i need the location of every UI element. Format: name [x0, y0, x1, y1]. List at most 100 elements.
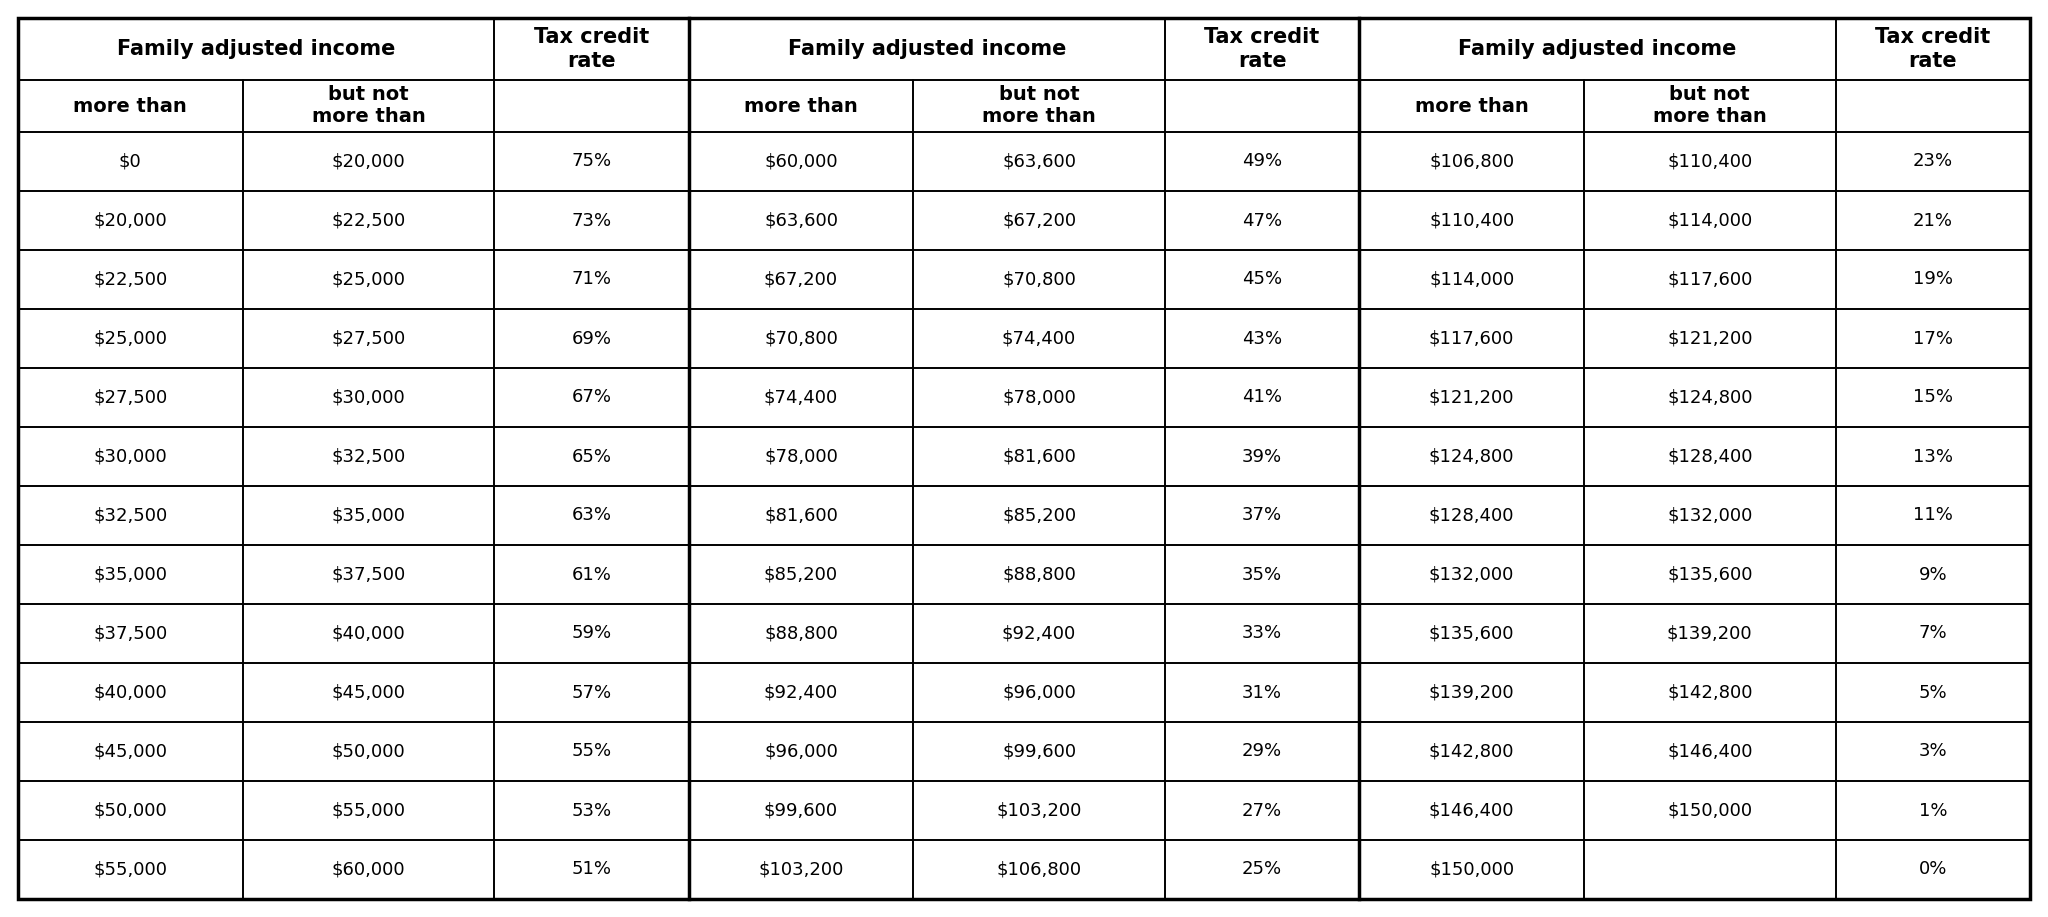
Text: $67,200: $67,200 — [764, 271, 838, 289]
Text: $114,000: $114,000 — [1430, 271, 1513, 289]
Text: 1%: 1% — [1919, 801, 1948, 820]
Bar — [1360, 840, 1583, 899]
Text: $150,000: $150,000 — [1430, 860, 1513, 878]
Bar — [1360, 191, 1583, 250]
Bar — [913, 840, 1165, 899]
Text: $37,500: $37,500 — [94, 624, 168, 643]
Bar — [1165, 191, 1360, 250]
Bar — [1835, 840, 2030, 899]
Bar — [18, 309, 242, 368]
Bar — [242, 604, 494, 663]
Text: $37,500: $37,500 — [332, 566, 406, 583]
Bar — [1583, 781, 1835, 840]
Bar — [494, 604, 688, 663]
Text: $85,200: $85,200 — [764, 566, 838, 583]
Text: $30,000: $30,000 — [94, 447, 168, 466]
Bar — [1583, 309, 1835, 368]
Bar — [18, 368, 242, 427]
Bar — [494, 18, 688, 80]
Text: 73%: 73% — [571, 212, 612, 229]
Text: $132,000: $132,000 — [1667, 506, 1753, 525]
Bar — [688, 781, 913, 840]
Text: $88,800: $88,800 — [764, 624, 838, 643]
Bar — [913, 132, 1165, 191]
Text: 53%: 53% — [571, 801, 612, 820]
Bar — [494, 309, 688, 368]
Text: but not
more than: but not more than — [983, 85, 1096, 127]
Text: Tax credit
rate: Tax credit rate — [1876, 28, 1991, 71]
Text: $0: $0 — [119, 152, 141, 171]
Bar — [1165, 840, 1360, 899]
Text: 39%: 39% — [1241, 447, 1282, 466]
Text: $124,800: $124,800 — [1430, 447, 1513, 466]
Text: $27,500: $27,500 — [332, 329, 406, 348]
Bar — [1165, 18, 1360, 80]
Text: 3%: 3% — [1919, 743, 1948, 760]
Bar — [913, 80, 1165, 132]
Text: $106,800: $106,800 — [1430, 152, 1513, 171]
Bar — [1835, 132, 2030, 191]
Text: $60,000: $60,000 — [332, 860, 406, 878]
Text: $99,600: $99,600 — [1001, 743, 1075, 760]
Text: $103,200: $103,200 — [997, 801, 1081, 820]
Bar — [18, 486, 242, 545]
Text: 17%: 17% — [1913, 329, 1952, 348]
Bar — [1835, 663, 2030, 722]
Text: $92,400: $92,400 — [764, 683, 838, 702]
Text: more than: more than — [743, 96, 858, 116]
Bar — [18, 840, 242, 899]
Bar — [242, 427, 494, 486]
Text: $142,800: $142,800 — [1430, 743, 1513, 760]
Text: $50,000: $50,000 — [94, 801, 168, 820]
Text: $35,000: $35,000 — [332, 506, 406, 525]
Bar — [494, 427, 688, 486]
Bar — [1835, 250, 2030, 309]
Bar — [1360, 250, 1583, 309]
Text: $85,200: $85,200 — [1001, 506, 1075, 525]
Bar — [688, 840, 913, 899]
Bar — [242, 781, 494, 840]
Bar — [242, 368, 494, 427]
Bar — [1360, 486, 1583, 545]
Text: 9%: 9% — [1919, 566, 1948, 583]
Bar — [913, 250, 1165, 309]
Bar — [18, 427, 242, 486]
Bar — [688, 663, 913, 722]
Bar — [494, 250, 688, 309]
Text: $99,600: $99,600 — [764, 801, 838, 820]
Bar — [1583, 250, 1835, 309]
Bar — [1583, 840, 1835, 899]
Bar — [913, 781, 1165, 840]
Bar — [688, 18, 1165, 80]
Text: $110,400: $110,400 — [1430, 212, 1513, 229]
Bar — [1583, 604, 1835, 663]
Bar — [688, 604, 913, 663]
Bar — [1165, 781, 1360, 840]
Text: $135,600: $135,600 — [1430, 624, 1513, 643]
Bar — [1360, 309, 1583, 368]
Bar — [913, 191, 1165, 250]
Bar — [18, 132, 242, 191]
Text: $55,000: $55,000 — [332, 801, 406, 820]
Text: 31%: 31% — [1241, 683, 1282, 702]
Text: $40,000: $40,000 — [94, 683, 168, 702]
Text: $106,800: $106,800 — [997, 860, 1081, 878]
Bar — [688, 486, 913, 545]
Bar — [913, 309, 1165, 368]
Text: 41%: 41% — [1241, 389, 1282, 406]
Bar — [1835, 80, 2030, 132]
Text: $103,200: $103,200 — [758, 860, 844, 878]
Bar — [1165, 80, 1360, 132]
Text: 75%: 75% — [571, 152, 612, 171]
Bar — [18, 191, 242, 250]
Bar — [1583, 545, 1835, 604]
Bar — [1165, 486, 1360, 545]
Bar — [18, 80, 242, 132]
Bar — [242, 840, 494, 899]
Bar — [1360, 781, 1583, 840]
Bar — [688, 132, 913, 191]
Text: Family adjusted income: Family adjusted income — [1458, 39, 1737, 59]
Bar — [1165, 368, 1360, 427]
Bar — [494, 368, 688, 427]
Text: 67%: 67% — [571, 389, 612, 406]
